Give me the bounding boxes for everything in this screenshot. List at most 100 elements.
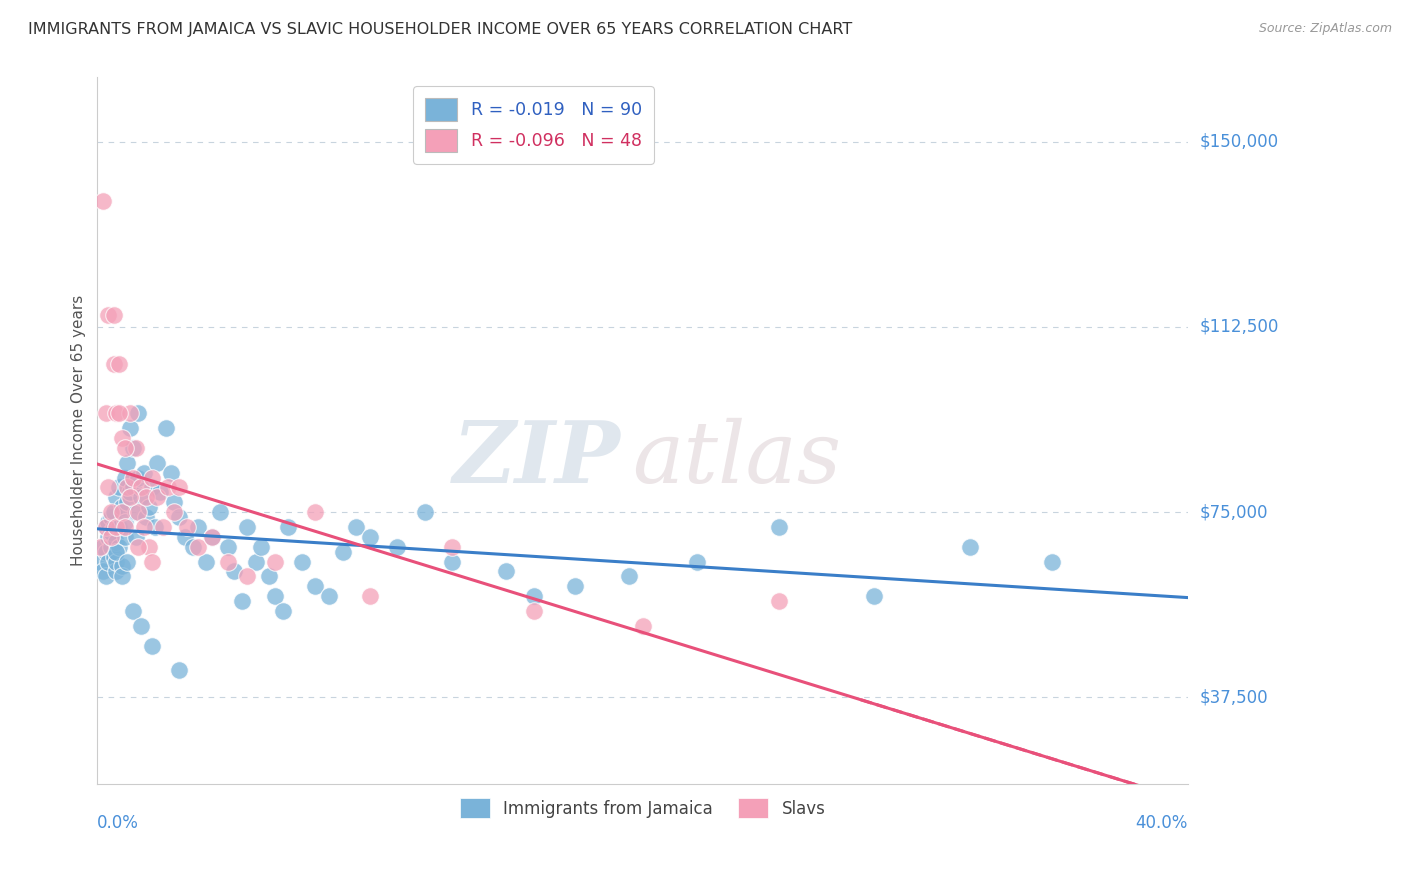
- Point: [236, 569, 259, 583]
- Point: [120, 485, 142, 500]
- Point: [94, 520, 117, 534]
- Point: [111, 500, 134, 515]
- Point: [631, 619, 654, 633]
- Point: [89, 540, 111, 554]
- Point: [97, 480, 120, 494]
- Point: [97, 530, 120, 544]
- Point: [108, 406, 131, 420]
- Point: [127, 505, 149, 519]
- Point: [523, 589, 546, 603]
- Point: [143, 520, 166, 534]
- Point: [245, 555, 267, 569]
- Point: [121, 480, 143, 494]
- Point: [138, 500, 160, 515]
- Point: [100, 530, 122, 544]
- Point: [332, 544, 354, 558]
- Text: 40.0%: 40.0%: [1136, 814, 1188, 832]
- Point: [146, 491, 169, 505]
- Point: [271, 604, 294, 618]
- Point: [217, 540, 239, 554]
- Point: [146, 456, 169, 470]
- Point: [222, 565, 245, 579]
- Point: [121, 604, 143, 618]
- Point: [91, 540, 114, 554]
- Point: [176, 520, 198, 534]
- Point: [155, 421, 177, 435]
- Point: [344, 520, 367, 534]
- Point: [768, 520, 790, 534]
- Text: $75,000: $75,000: [1199, 503, 1268, 521]
- Point: [359, 589, 381, 603]
- Point: [105, 406, 128, 420]
- Text: $37,500: $37,500: [1199, 689, 1268, 706]
- Point: [167, 663, 190, 677]
- Point: [277, 520, 299, 534]
- Point: [114, 520, 136, 534]
- Point: [114, 530, 136, 544]
- Point: [263, 555, 285, 569]
- Point: [209, 505, 232, 519]
- Point: [201, 530, 224, 544]
- Point: [863, 589, 886, 603]
- Point: [135, 491, 157, 505]
- Point: [195, 555, 218, 569]
- Point: [103, 549, 125, 564]
- Point: [114, 515, 136, 529]
- Text: $150,000: $150,000: [1199, 133, 1278, 151]
- Point: [100, 524, 122, 539]
- Point: [108, 357, 131, 371]
- Point: [97, 555, 120, 569]
- Point: [91, 565, 114, 579]
- Point: [167, 480, 190, 494]
- Text: $112,500: $112,500: [1199, 318, 1278, 336]
- Point: [117, 456, 139, 470]
- Point: [149, 485, 172, 500]
- Point: [686, 555, 709, 569]
- Point: [157, 480, 180, 494]
- Point: [114, 470, 136, 484]
- Point: [103, 505, 125, 519]
- Point: [105, 565, 128, 579]
- Point: [257, 569, 280, 583]
- Point: [135, 510, 157, 524]
- Text: Source: ZipAtlas.com: Source: ZipAtlas.com: [1258, 22, 1392, 36]
- Point: [318, 589, 340, 603]
- Text: atlas: atlas: [631, 417, 841, 500]
- Point: [167, 510, 190, 524]
- Point: [120, 406, 142, 420]
- Point: [181, 540, 204, 554]
- Point: [163, 495, 186, 509]
- Point: [124, 441, 146, 455]
- Point: [105, 491, 128, 505]
- Point: [94, 544, 117, 558]
- Point: [94, 520, 117, 534]
- Point: [141, 555, 163, 569]
- Point: [187, 520, 209, 534]
- Point: [132, 466, 155, 480]
- Point: [129, 619, 152, 633]
- Point: [127, 406, 149, 420]
- Point: [163, 505, 186, 519]
- Point: [160, 466, 183, 480]
- Point: [117, 495, 139, 509]
- Point: [217, 555, 239, 569]
- Point: [100, 505, 122, 519]
- Point: [121, 470, 143, 484]
- Text: ZIP: ZIP: [453, 417, 621, 500]
- Point: [138, 540, 160, 554]
- Point: [114, 441, 136, 455]
- Point: [94, 406, 117, 420]
- Point: [111, 505, 134, 519]
- Point: [201, 530, 224, 544]
- Point: [129, 480, 152, 494]
- Point: [117, 480, 139, 494]
- Point: [141, 480, 163, 494]
- Point: [111, 569, 134, 583]
- Point: [236, 520, 259, 534]
- Point: [105, 534, 128, 549]
- Point: [440, 555, 463, 569]
- Text: 0.0%: 0.0%: [97, 814, 139, 832]
- Point: [105, 544, 128, 558]
- Point: [250, 540, 273, 554]
- Point: [152, 520, 174, 534]
